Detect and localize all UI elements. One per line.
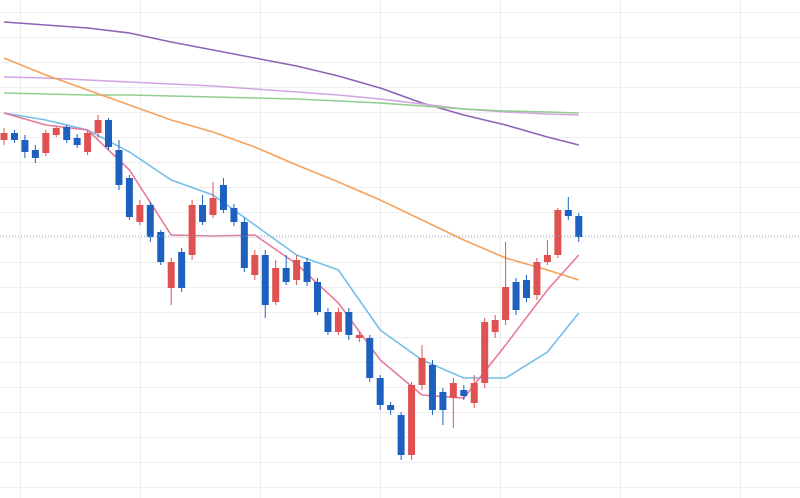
candle-body (324, 312, 332, 332)
candle-body (439, 392, 447, 410)
moving-average-line (3, 92, 579, 114)
candle-body (240, 222, 248, 268)
candle-body (146, 205, 154, 237)
candle-body (261, 255, 269, 305)
moving-average-line (3, 112, 580, 399)
candle-body (178, 252, 186, 288)
candle-body (491, 320, 499, 332)
candle-body (105, 120, 112, 147)
candle-body (543, 255, 551, 262)
candle-body (334, 312, 342, 332)
candle-body (188, 205, 196, 255)
candle-body (272, 268, 280, 302)
candle-body (470, 383, 478, 403)
candle-body (554, 210, 562, 255)
candle-body (502, 287, 510, 320)
moving-average-line (3, 21, 579, 146)
candle-body (10, 133, 18, 140)
candle-body (42, 133, 50, 153)
candle-body (449, 383, 457, 398)
candle-body (293, 260, 301, 280)
candle-body (230, 208, 238, 222)
candle-body (219, 185, 227, 210)
candle-body (52, 128, 60, 135)
candle-body (387, 405, 395, 410)
moving-average-line (3, 57, 580, 281)
candle-body (63, 127, 71, 140)
candle-body (366, 338, 374, 378)
candle-body (575, 216, 583, 237)
candle-body (564, 210, 572, 216)
candle-body (376, 378, 384, 405)
candle-body (251, 255, 259, 275)
candle-body (209, 198, 217, 215)
candle-body (31, 150, 39, 158)
candle-body (157, 232, 165, 262)
candle-body (418, 358, 426, 385)
candle-body (84, 133, 92, 152)
candle-body (199, 205, 207, 222)
candle-body (345, 312, 353, 335)
candle-body (314, 282, 321, 312)
candle-body (523, 280, 530, 298)
candle-body (167, 262, 175, 288)
candle-body (125, 178, 133, 217)
candle-body (136, 205, 144, 222)
plot-area (0, 21, 800, 460)
candle-body (282, 268, 290, 282)
candle-body (460, 390, 468, 396)
candle-body (73, 138, 81, 145)
moving-average-line (3, 76, 579, 116)
candle-body (408, 385, 416, 455)
candle-body (355, 335, 363, 338)
candle-body (512, 282, 520, 310)
candle-body (481, 322, 489, 383)
candle-body (0, 133, 8, 140)
candle-body (533, 262, 541, 295)
candle-body (303, 262, 311, 282)
candle-body (21, 140, 29, 152)
candle-body (115, 150, 123, 185)
candle-body (94, 120, 102, 133)
candle-body (397, 415, 405, 455)
moving-average-line (3, 112, 580, 379)
candle-body (428, 365, 436, 410)
